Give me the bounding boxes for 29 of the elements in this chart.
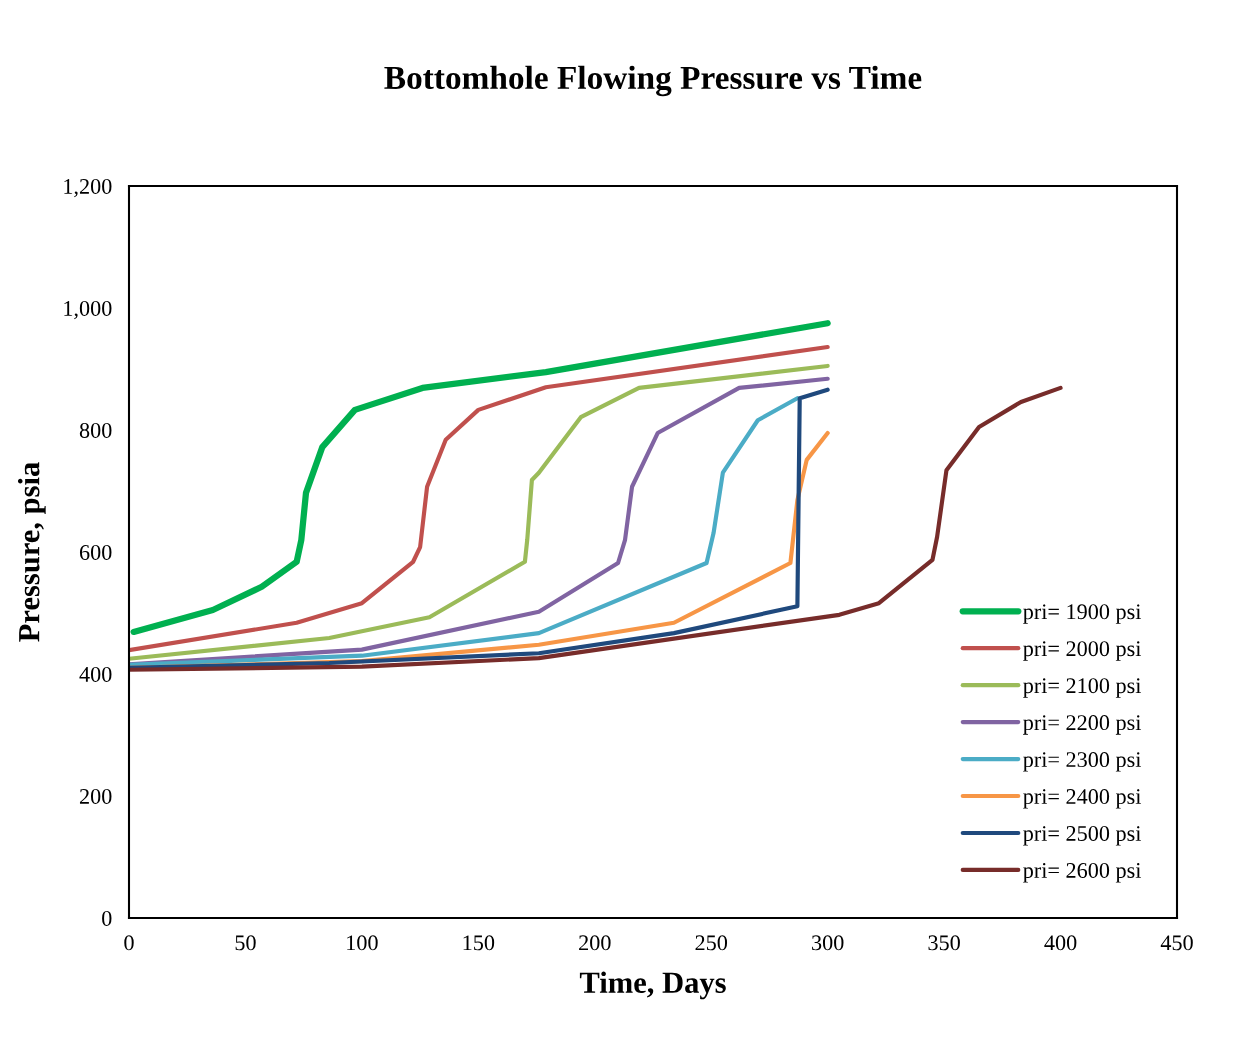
x-tick-label: 300 xyxy=(812,935,844,951)
x-tick-label: 400 xyxy=(1044,935,1077,951)
y-tick-label: 200 xyxy=(79,788,112,804)
legend-label: pri= 2300 psi xyxy=(1023,752,1142,772)
x-axis-title: Time, Days xyxy=(579,971,726,1000)
legend-label: pri= 2500 psi xyxy=(1023,825,1142,846)
x-tick-label: 200 xyxy=(579,935,611,951)
chart-title: Bottomhole Flowing Pressure vs Time xyxy=(384,65,922,97)
x-tick-label: 100 xyxy=(347,935,378,951)
y-tick-label: 1,000 xyxy=(64,300,112,320)
x-tick-label: 0 xyxy=(124,935,134,951)
y-tick-label: 1,200 xyxy=(64,178,112,198)
legend-label: pri= 2600 psi xyxy=(1023,862,1142,883)
y-tick-label: 600 xyxy=(79,544,112,560)
x-tick-label: 50 xyxy=(235,935,256,951)
x-tick-label: 350 xyxy=(928,935,960,951)
y-tick-label: 0 xyxy=(102,910,112,926)
line-series xyxy=(129,385,1063,672)
legend-label: pri= 2100 psi xyxy=(1023,678,1142,698)
y-tick-label: 800 xyxy=(79,422,112,438)
legend-label: pri= 2000 psi xyxy=(1023,641,1142,661)
x-tick-label: 450 xyxy=(1160,935,1193,951)
y-tick-label: 400 xyxy=(79,666,112,682)
y-axis-title: Pressure, psia xyxy=(17,462,46,642)
legend-label: pri= 2200 psi xyxy=(1023,715,1142,735)
x-tick-label: 150 xyxy=(463,935,495,951)
legend-label: pri= 1900 psi xyxy=(1023,604,1142,624)
legend-label: pri= 2400 psi xyxy=(1023,789,1142,809)
x-tick-label: 250 xyxy=(695,935,728,951)
